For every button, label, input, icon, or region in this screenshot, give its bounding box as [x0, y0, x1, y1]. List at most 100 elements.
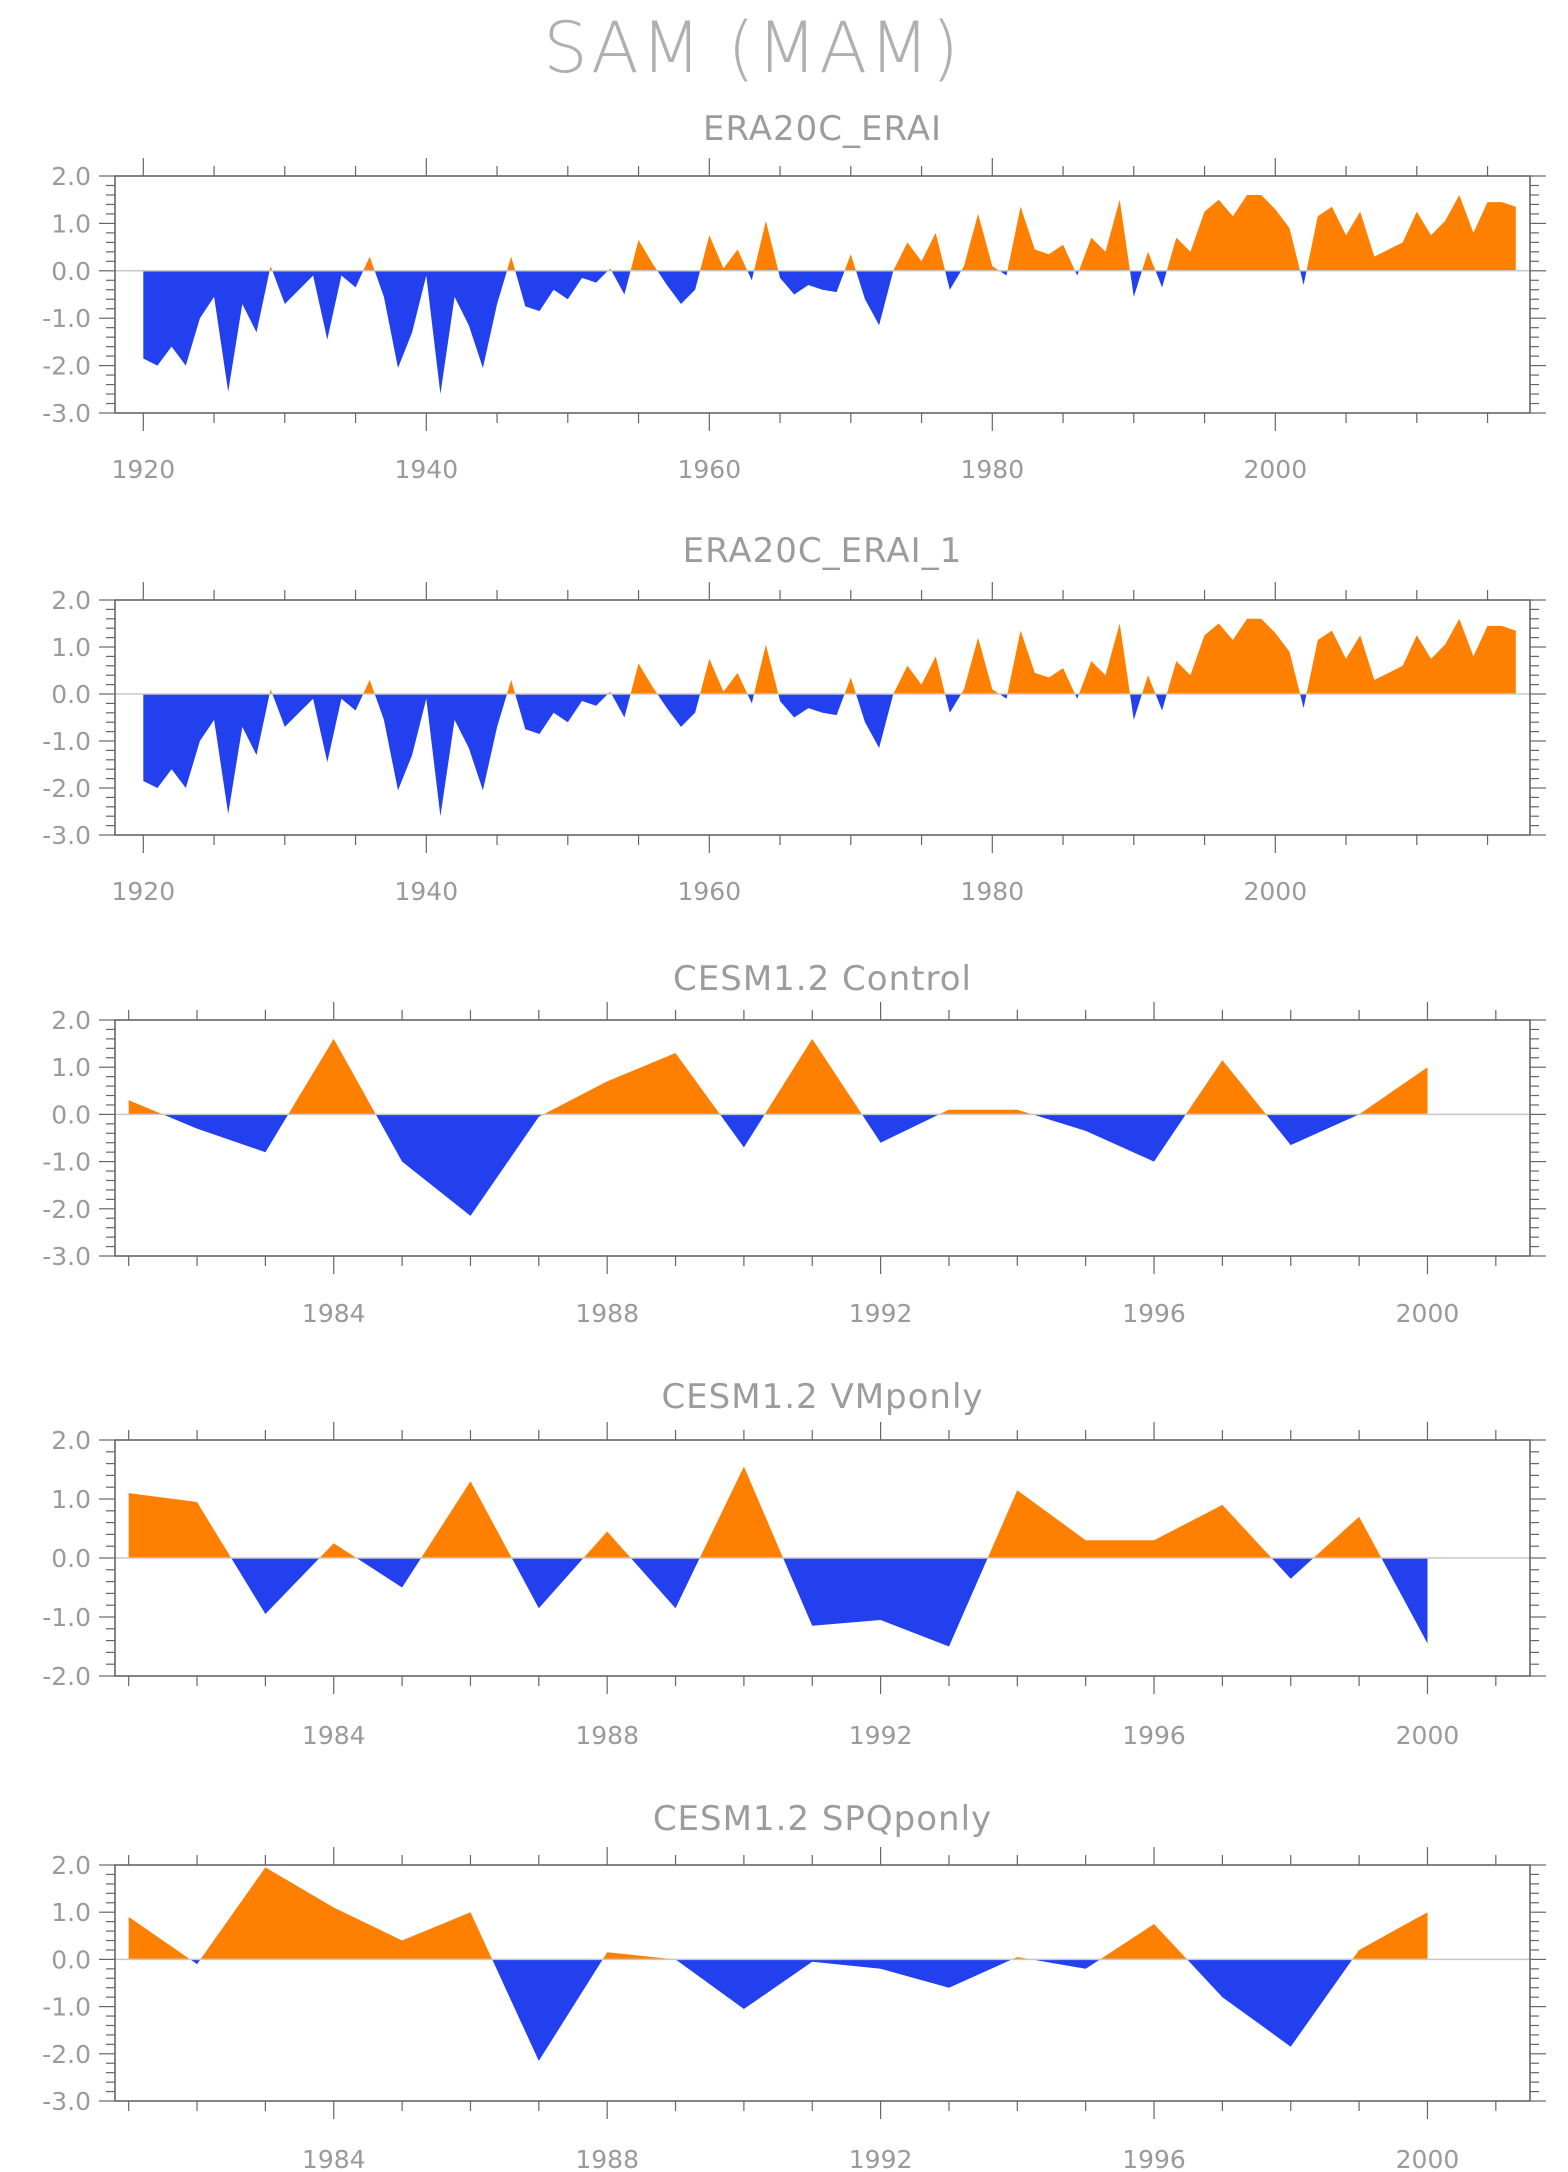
x-tick-label: 2000 [1396, 2145, 1460, 2172]
chart-panel-3: CESM1.2 Control -3.0 -2.0 -1.0 0.0 1.0 2.0 1984… [42, 959, 1546, 1328]
x-tick-label: 2000 [1243, 455, 1307, 484]
y-tick-label: 1.0 [51, 633, 91, 662]
positive-area-1 [269, 266, 273, 271]
chart-panel-2: ERA20C_ERAI_1 -3.0 -2.0 -1.0 0.0 1.0 2.0 1920 19… [42, 531, 1546, 906]
x-tick-label: 1960 [677, 877, 741, 906]
negative-area-0 [143, 694, 270, 814]
x-tick-label: 2000 [1243, 877, 1307, 906]
x-tick-label: 1988 [575, 1721, 639, 1750]
y-tick-label: 2.0 [51, 1851, 91, 1880]
y-tick-label: -3.0 [42, 1242, 91, 1271]
negative-area-26 [1155, 270, 1167, 288]
positive-area-19 [961, 213, 1000, 271]
x-tick-label: 1992 [849, 1721, 913, 1750]
positive-area-29 [1306, 195, 1516, 271]
positive-area-3 [363, 679, 375, 694]
negative-area-22 [1075, 270, 1079, 276]
negative-area-6 [515, 270, 608, 312]
positive-area-4 [543, 1053, 720, 1115]
negative-area-28 [1300, 270, 1307, 285]
plot-frame [114, 1864, 1531, 2102]
panel-title: ERA20C_ERAI [703, 109, 942, 149]
negative-area-2 [272, 270, 364, 340]
positive-area-2 [319, 1543, 357, 1558]
positive-area-0 [128, 1100, 163, 1115]
y-tick-label: -1.0 [42, 1603, 91, 1632]
negative-area-16 [856, 694, 894, 748]
y-tick-label: -1.0 [42, 727, 91, 756]
negative-area-3 [356, 1558, 422, 1588]
negative-area-3 [492, 1959, 603, 2061]
negative-area-24 [1130, 694, 1142, 720]
y-tick-label: -1.0 [42, 304, 91, 333]
negative-area-11 [1266, 1114, 1360, 1146]
positive-area-19 [961, 637, 1000, 694]
positive-area-9 [630, 663, 658, 694]
figure-title: SAM (MAM) [543, 7, 961, 89]
negative-area-10 [657, 694, 701, 727]
y-tick-label: -2.0 [42, 352, 91, 381]
chart-panel-5: CESM1.2 SPQponly -3.0 -2.0 -1.0 0.0 1.0 2.0 198… [42, 1799, 1546, 2172]
negative-area-6 [515, 694, 608, 734]
negative-area-12 [747, 694, 754, 704]
negative-area-1 [231, 1558, 320, 1614]
positive-area-12 [1359, 1067, 1428, 1115]
x-tick-label: 1988 [575, 2145, 639, 2172]
positive-area-8 [1100, 1924, 1188, 1960]
positive-area-2 [200, 1867, 493, 1960]
x-tick-label: 1984 [302, 1721, 366, 1750]
y-tick-label: 0.0 [51, 680, 91, 709]
x-tick-label: 1980 [960, 877, 1024, 906]
positive-area-8 [939, 1109, 1033, 1115]
positive-area-21 [1007, 630, 1075, 694]
negative-area-8 [611, 270, 631, 295]
positive-area-0 [128, 1493, 232, 1558]
positive-area-27 [1166, 618, 1301, 694]
negative-area-18 [945, 270, 962, 290]
panel-title: CESM1.2 SPQponly [653, 1799, 992, 1839]
positive-area-4 [602, 1952, 676, 1960]
positive-area-10 [1185, 1060, 1267, 1115]
positive-area-23 [1079, 623, 1130, 694]
positive-area-1 [269, 689, 273, 694]
negative-area-20 [999, 694, 1008, 699]
y-tick-label: 1.0 [51, 1485, 91, 1514]
positive-area-23 [1079, 199, 1130, 271]
y-tick-label: 2.0 [51, 162, 91, 191]
y-tick-label: -3.0 [42, 2087, 91, 2116]
negative-area-9 [1187, 1959, 1353, 2047]
positive-area-12 [1313, 1516, 1382, 1558]
negative-area-5 [720, 1114, 765, 1148]
y-tick-label: 1.0 [51, 1898, 91, 1927]
positive-area-10 [1352, 1912, 1428, 1960]
y-tick-label: 0.0 [51, 1100, 91, 1129]
negative-area-5 [511, 1558, 584, 1609]
positive-area-15 [844, 677, 856, 694]
y-tick-label: 0.0 [51, 257, 91, 286]
positive-area-0 [128, 1916, 191, 1960]
positive-area-2 [288, 1038, 376, 1115]
y-tick-label: 2.0 [51, 1006, 91, 1035]
positive-area-5 [507, 256, 516, 271]
positive-area-4 [421, 1481, 512, 1558]
x-tick-label: 1992 [849, 1299, 913, 1328]
negative-area-8 [611, 694, 631, 718]
y-tick-label: 1.0 [51, 1053, 91, 1082]
negative-area-22 [1075, 694, 1079, 699]
y-tick-label: -3.0 [42, 821, 91, 850]
negative-area-26 [1155, 694, 1167, 711]
y-tick-label: -1.0 [42, 1148, 91, 1177]
negative-area-16 [856, 270, 894, 326]
negative-area-11 [1271, 1558, 1314, 1579]
x-tick-label: 1996 [1122, 2145, 1186, 2172]
negative-area-13 [1381, 1558, 1428, 1644]
x-tick-label: 1960 [677, 455, 741, 484]
y-tick-label: -3.0 [42, 399, 91, 428]
positive-area-8 [699, 1466, 784, 1558]
y-tick-label: -2.0 [42, 1662, 91, 1691]
chart-panel-1: ERA20C_ERAI -3.0 -2.0 -1.0 0.0 1.0 2.0 1920 1940… [42, 109, 1546, 484]
positive-area-17 [893, 232, 946, 271]
positive-area-11 [700, 658, 748, 694]
positive-area-6 [583, 1531, 631, 1558]
negative-area-5 [675, 1959, 1013, 2009]
